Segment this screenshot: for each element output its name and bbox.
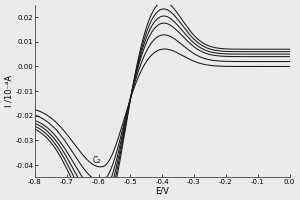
X-axis label: E/V: E/V bbox=[155, 186, 169, 195]
Y-axis label: I /10⁻⁴A: I /10⁻⁴A bbox=[5, 75, 14, 107]
Text: C₂: C₂ bbox=[92, 156, 100, 165]
